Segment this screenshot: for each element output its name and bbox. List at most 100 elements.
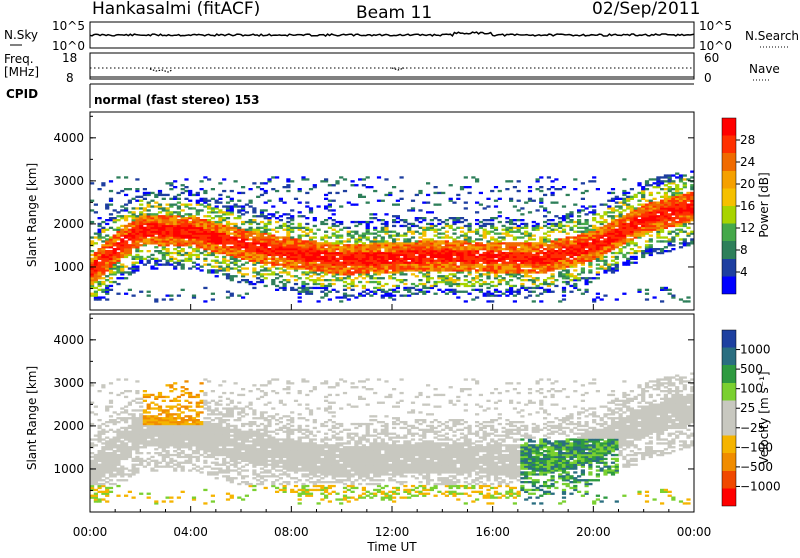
power-cell (554, 223, 558, 225)
power-cell (290, 219, 294, 221)
power-cell (490, 242, 494, 244)
velocity-cell (116, 454, 120, 456)
power-cell (249, 246, 253, 248)
power-cell (230, 250, 234, 252)
power-cell (207, 219, 211, 221)
power-cell (237, 231, 241, 233)
power-cell (218, 246, 222, 248)
velocity-cell (120, 452, 124, 454)
power-cell (181, 254, 185, 256)
power-cell (456, 217, 460, 219)
velocity-cell (105, 442, 109, 444)
power-cell (377, 262, 381, 264)
power-cell (211, 260, 215, 262)
power-cell (437, 250, 441, 252)
power-cell (128, 225, 132, 227)
velocity-cell (105, 406, 109, 408)
power-cell (249, 200, 253, 202)
freq-left-tick-bottom: 8 (66, 71, 74, 85)
power-cell (513, 256, 517, 258)
velocity-cell (139, 446, 143, 448)
power-cell (347, 246, 351, 248)
power-cell (418, 236, 422, 238)
power-cell (418, 283, 422, 285)
velocity-cell (113, 437, 117, 439)
power-cell (298, 202, 302, 204)
power-cell (283, 271, 287, 273)
power-cell (184, 213, 188, 215)
power-cell (381, 231, 385, 233)
power-cell (396, 233, 400, 235)
power-cell (392, 204, 396, 206)
power-cell (128, 246, 132, 248)
power-cell (569, 285, 573, 287)
power-cell (237, 200, 241, 202)
power-cell (324, 235, 328, 237)
power-cell (347, 202, 351, 204)
power-cell (139, 250, 143, 252)
power-cell (305, 223, 309, 225)
power-cell (158, 211, 162, 213)
power-cell (528, 246, 532, 248)
power-cell (551, 219, 555, 221)
power-cell (464, 266, 468, 268)
power-cell (603, 267, 607, 269)
power-cell (192, 225, 196, 227)
power-cell (554, 215, 558, 217)
power-cell (588, 256, 592, 258)
power-cell (181, 250, 185, 252)
power-cell (505, 246, 509, 248)
power-cell (660, 219, 664, 221)
power-cell (335, 258, 339, 260)
power-cell (222, 235, 226, 237)
power-cell (573, 225, 577, 227)
power-cell (192, 248, 196, 250)
power-cell (660, 182, 664, 184)
power-cell (566, 269, 570, 271)
power-cell (132, 295, 136, 297)
power-cell (222, 217, 226, 219)
power-cell (256, 231, 260, 233)
power-cell (686, 296, 690, 298)
power-cell (339, 277, 343, 279)
power-cell (120, 240, 124, 242)
power-cell (532, 235, 536, 237)
power-cell (234, 235, 238, 237)
power-cell (679, 242, 683, 244)
power-cell (343, 285, 347, 287)
power-cell (637, 209, 641, 211)
colorbar-tick-label: 8 (740, 243, 748, 257)
power-cell (369, 256, 373, 258)
power-cell (181, 209, 185, 211)
power-cell (317, 205, 321, 207)
power-cell (603, 295, 607, 297)
velocity-cell (113, 452, 117, 454)
power-cell (124, 250, 128, 252)
power-cell (671, 204, 675, 206)
power-cell (237, 215, 241, 217)
power-cell (539, 205, 543, 207)
power-cell (298, 211, 302, 213)
power-cell (241, 209, 245, 211)
power-cell (207, 269, 211, 271)
power-cell (588, 281, 592, 283)
power-cell (377, 176, 381, 178)
power-cell (150, 213, 154, 215)
power-cell (434, 225, 438, 227)
power-cell (173, 252, 177, 254)
power-cell (162, 256, 166, 258)
power-cell (562, 205, 566, 207)
power-cell (588, 271, 592, 273)
power-cell (517, 190, 521, 192)
power-cell (128, 200, 132, 202)
power-cell (634, 219, 638, 221)
power-cell (150, 192, 154, 194)
power-cell (551, 262, 555, 264)
power-cell (169, 264, 173, 266)
power-cell (441, 221, 445, 223)
power-cell (562, 277, 566, 279)
power-cell (388, 192, 392, 194)
power-cell (464, 240, 468, 242)
power-cell (109, 180, 113, 182)
power-cell (585, 250, 589, 252)
